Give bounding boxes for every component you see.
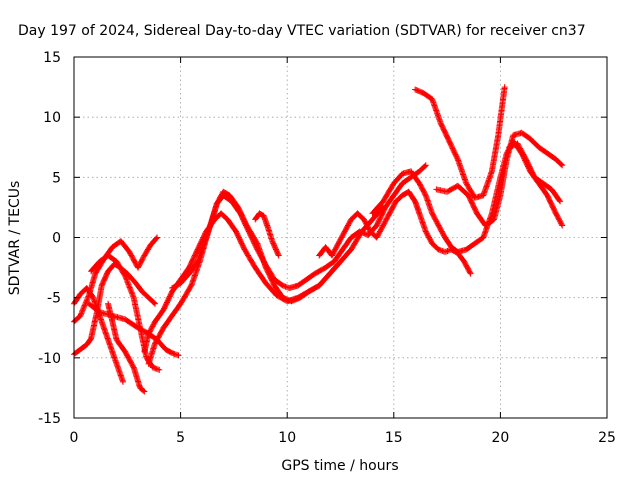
data-point-markers — [141, 210, 344, 355]
data-point-markers — [71, 234, 161, 325]
x-tick-label: 20 — [491, 430, 509, 446]
x-tick-label: 5 — [176, 430, 185, 446]
data-series-arc-13 — [412, 84, 508, 201]
data-series-arc-6 — [85, 300, 182, 359]
x-tick-label: 25 — [598, 430, 616, 446]
chart-title: Day 197 of 2024, Sidereal Day-to-day VTE… — [18, 23, 586, 39]
data-series-arc-9 — [169, 162, 429, 291]
data-point-markers — [85, 300, 182, 359]
data-series-arc-15 — [505, 140, 564, 205]
axis-ticks: 0 5 10 15 20 25 -15 -10 -5 0 5 10 15 — [38, 50, 616, 446]
data-series-arc-1 — [71, 234, 161, 325]
y-axis-label: SDTVAR / TECUs — [7, 181, 23, 296]
x-tick-label: 10 — [278, 430, 296, 446]
data-series-arc-10 — [252, 210, 282, 259]
x-tick-label: 0 — [70, 430, 79, 446]
x-axis-label: GPS time / hours — [281, 458, 398, 474]
data-point-markers — [252, 210, 282, 259]
x-tick-label: 15 — [385, 430, 403, 446]
y-tick-label: -5 — [47, 291, 61, 307]
data-point-markers — [105, 300, 148, 395]
data-point-markers — [505, 140, 564, 205]
data-series-arc-5 — [105, 300, 148, 395]
y-tick-label: -10 — [38, 351, 61, 367]
data-point-markers — [412, 84, 508, 201]
y-tick-label: 5 — [52, 170, 61, 186]
data-point-markers — [169, 162, 429, 291]
data-series-arc-7 — [141, 210, 344, 355]
data-points — [71, 84, 566, 395]
y-tick-label: 0 — [52, 231, 61, 247]
y-tick-label: -15 — [38, 411, 61, 427]
y-tick-label: 10 — [43, 110, 61, 126]
y-tick-label: 15 — [43, 50, 61, 66]
